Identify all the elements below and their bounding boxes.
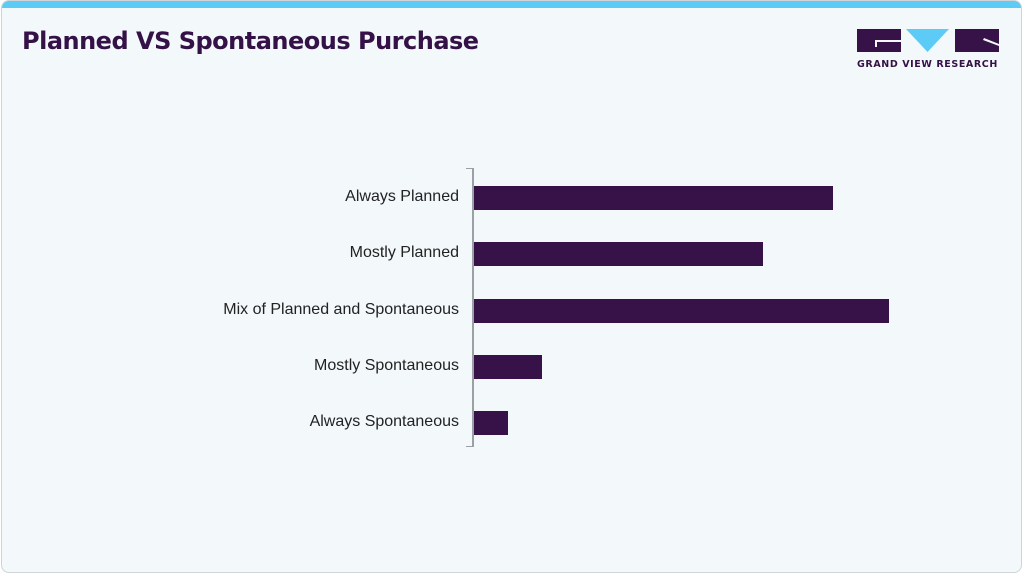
accent-top-bar: [2, 1, 1021, 8]
chart-title: Planned VS Spontaneous Purchase: [22, 27, 479, 55]
bar-mostly-planned: [474, 242, 763, 266]
axis-tick-top: [466, 168, 473, 169]
bar-row: Always Spontaneous: [2, 411, 1021, 435]
bar-row: Mostly Spontaneous: [2, 355, 1021, 379]
grand-view-research-logo: GRAND VIEW RESEARCH: [857, 29, 999, 73]
brand-name: GRAND VIEW RESEARCH: [857, 59, 998, 70]
bar-row: Mix of Planned and Spontaneous: [2, 299, 1021, 323]
gvr-logo-icon: [857, 29, 999, 52]
category-label: Always Planned: [345, 188, 459, 205]
category-label: Mostly Spontaneous: [314, 357, 459, 374]
bar-row: Always Planned: [2, 186, 1021, 210]
category-label: Mix of Planned and Spontaneous: [223, 301, 459, 318]
bar-mostly-spontaneous: [474, 355, 542, 379]
y-axis-line: [472, 168, 474, 447]
axis-tick-bottom: [466, 446, 473, 447]
bar-mix: [474, 299, 889, 323]
category-label: Mostly Planned: [349, 244, 459, 261]
bar-row: Mostly Planned: [2, 242, 1021, 266]
bar-always-spontaneous: [474, 411, 508, 435]
category-label: Always Spontaneous: [309, 413, 459, 430]
bar-always-planned: [474, 186, 833, 210]
